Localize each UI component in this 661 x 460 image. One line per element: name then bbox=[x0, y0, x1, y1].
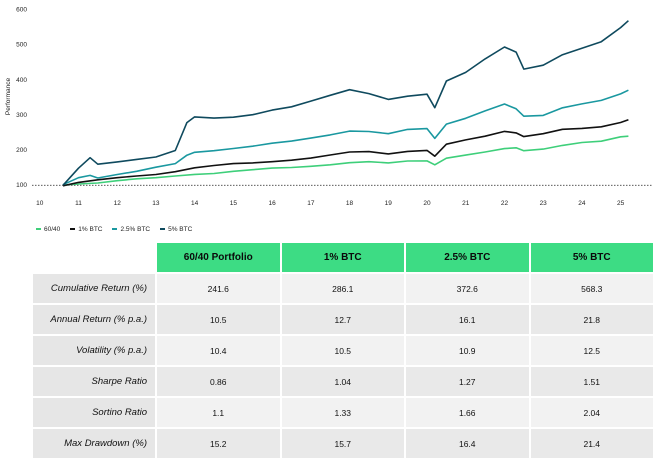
legend-item-60-40: 60/40 bbox=[36, 226, 60, 233]
table-row: Sharpe Ratio 0.86 1.04 1.27 1.51 bbox=[33, 367, 653, 396]
y-tick-label: 400 bbox=[16, 77, 27, 84]
x-tick-label: 25 bbox=[617, 200, 625, 207]
x-tick-label: 18 bbox=[346, 200, 354, 207]
table-cell: 10.9 bbox=[406, 336, 529, 365]
legend-swatch-1-btc bbox=[70, 228, 76, 230]
table-cell: 1.27 bbox=[406, 367, 529, 396]
table-cell: 1.1 bbox=[157, 398, 280, 427]
legend-label-5-btc: 5% BTC bbox=[168, 225, 193, 233]
legend-swatch-60-40 bbox=[36, 228, 41, 230]
table-cell: 2.04 bbox=[530, 398, 653, 427]
table-cell: 15.7 bbox=[281, 429, 404, 458]
x-tick-label: 17 bbox=[307, 200, 315, 207]
table-cell: 1.04 bbox=[281, 367, 404, 396]
table-cell: 372.6 bbox=[406, 274, 529, 303]
table-cell: 0.86 bbox=[157, 367, 280, 396]
y-tick-label: 300 bbox=[16, 112, 27, 119]
row-label: Max Drawdown (%) bbox=[33, 429, 155, 458]
series-line-1 bbox=[62, 119, 629, 187]
y-tick-label: 200 bbox=[16, 147, 27, 154]
row-label: Sortino Ratio bbox=[33, 398, 155, 427]
table-row: Sortino Ratio 1.1 1.33 1.66 2.04 bbox=[33, 398, 653, 427]
table-cell: 21.4 bbox=[530, 429, 653, 458]
x-tick-label: 16 bbox=[268, 200, 276, 207]
row-label: Volatility (% p.a.) bbox=[33, 336, 155, 365]
table-cell: 15.2 bbox=[157, 429, 280, 458]
series-line-3 bbox=[62, 20, 629, 186]
column-header-60-40: 60/40 Portfolio bbox=[157, 243, 280, 272]
table-cell: 241.6 bbox=[157, 274, 280, 303]
performance-chart: Performance 100 200 300 400 500 600 10 11 12 13 14 1… bbox=[5, 7, 652, 207]
table-cell: 286.1 bbox=[281, 274, 404, 303]
table-cell: 1.66 bbox=[406, 398, 529, 427]
series-line-2 bbox=[62, 89, 629, 186]
x-tick-label: 22 bbox=[501, 200, 509, 207]
x-tick-label: 19 bbox=[385, 200, 393, 207]
y-tick-label: 100 bbox=[16, 182, 27, 189]
table-row: Annual Return (% p.a.) 10.5 12.7 16.1 21… bbox=[33, 305, 653, 334]
table-cell: 1.33 bbox=[281, 398, 404, 427]
row-label: Annual Return (% p.a.) bbox=[33, 305, 155, 334]
row-label: Sharpe Ratio bbox=[33, 367, 155, 396]
x-tick-label: 24 bbox=[578, 200, 586, 207]
x-tick-label: 12 bbox=[114, 200, 122, 207]
x-tick-label: 15 bbox=[230, 200, 238, 207]
y-axis-label: Performance bbox=[5, 78, 12, 116]
table-corner bbox=[33, 243, 155, 272]
table-cell: 12.7 bbox=[281, 305, 404, 334]
x-tick-label: 14 bbox=[191, 200, 199, 207]
legend-item-2-5-btc: 2.5% BTC bbox=[112, 226, 150, 233]
legend-swatch-2-5-btc bbox=[112, 228, 118, 230]
y-tick-label: 600 bbox=[16, 7, 27, 14]
table-cell: 10.4 bbox=[157, 336, 280, 365]
x-tick-label: 20 bbox=[423, 200, 431, 207]
table-cell: 12.5 bbox=[530, 336, 653, 365]
series-line-0 bbox=[62, 135, 629, 186]
column-header-5-btc: 5% BTC bbox=[530, 243, 653, 272]
table-cell: 10.5 bbox=[281, 336, 404, 365]
legend-label-2-5-btc: 2.5% BTC bbox=[120, 225, 151, 233]
table-cell: 1.51 bbox=[530, 367, 653, 396]
statistics-table: 60/40 Portfolio 1% BTC 2.5% BTC 5% BTC C… bbox=[31, 241, 655, 460]
row-label: Cumulative Return (%) bbox=[33, 274, 155, 303]
x-tick-label: 21 bbox=[462, 200, 470, 207]
legend-item-1-btc: 1% BTC bbox=[70, 226, 102, 233]
legend-swatch-5-btc bbox=[160, 228, 166, 230]
table-row: Max Drawdown (%) 15.2 15.7 16.4 21.4 bbox=[33, 429, 653, 458]
column-header-2-5-btc: 2.5% BTC bbox=[406, 243, 529, 272]
legend-item-5-btc: 5% BTC bbox=[160, 226, 192, 233]
table-cell: 16.4 bbox=[406, 429, 529, 458]
table-cell: 16.1 bbox=[406, 305, 529, 334]
table-header-row: 60/40 Portfolio 1% BTC 2.5% BTC 5% BTC bbox=[33, 243, 653, 272]
table-cell: 568.3 bbox=[530, 274, 653, 303]
x-tick-label: 10 bbox=[36, 200, 44, 207]
x-tick-label: 13 bbox=[152, 200, 160, 207]
x-tick-label: 23 bbox=[540, 200, 548, 207]
y-tick-label: 500 bbox=[16, 42, 27, 49]
legend-label-1-btc: 1% BTC bbox=[78, 225, 103, 233]
legend-label-60-40: 60/40 bbox=[44, 225, 61, 233]
table-row: Volatility (% p.a.) 10.4 10.5 10.9 12.5 bbox=[33, 336, 653, 365]
table-row: Cumulative Return (%) 241.6 286.1 372.6 … bbox=[33, 274, 653, 303]
chart-legend: 60/40 1% BTC 2.5% BTC 5% BTC bbox=[36, 224, 192, 234]
table-cell: 21.8 bbox=[530, 305, 653, 334]
column-header-1-btc: 1% BTC bbox=[281, 243, 404, 272]
x-tick-label: 11 bbox=[75, 200, 82, 207]
table-cell: 10.5 bbox=[157, 305, 280, 334]
